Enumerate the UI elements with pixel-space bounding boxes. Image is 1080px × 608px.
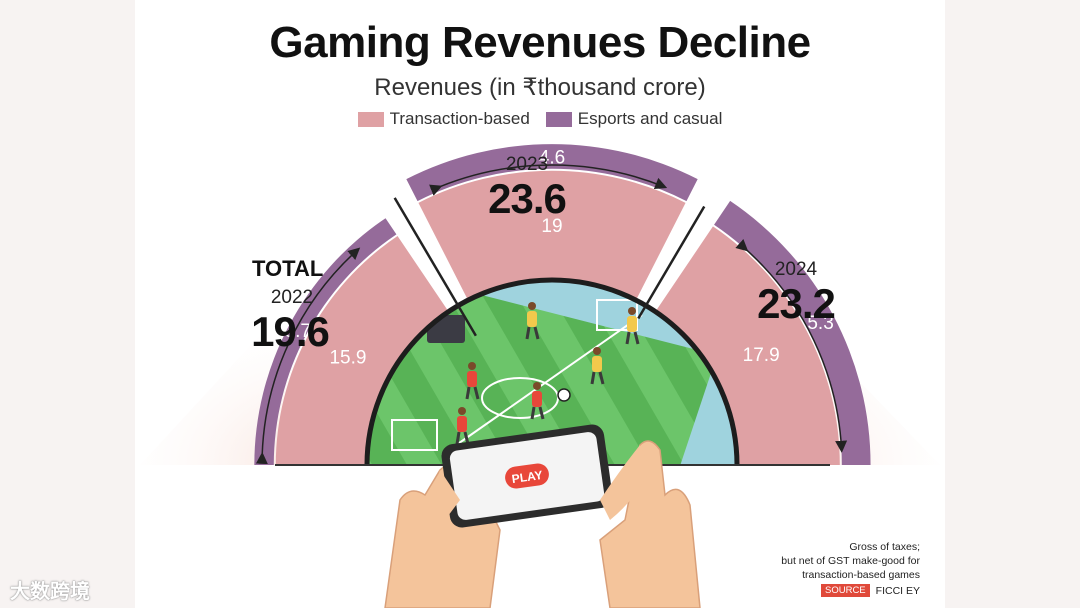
year-label-2022: 2022 (270, 287, 314, 308)
player-head-icon (528, 302, 536, 310)
player-leg-icon (525, 326, 531, 340)
player-icon (467, 371, 477, 387)
player-head-icon (628, 307, 636, 315)
player-leg-icon (590, 371, 596, 385)
player-icon (627, 316, 637, 332)
legend-label-transaction: Transaction-based (389, 109, 530, 128)
source: SOURCE FICCI EY (821, 584, 920, 597)
player-leg-icon (530, 406, 536, 420)
player-leg-icon (455, 431, 461, 445)
arrow-2023-icon (429, 164, 668, 196)
player-leg-icon (625, 331, 631, 345)
data-label-2024-transaction: 17.9 (743, 345, 780, 366)
legend-label-esports: Esports and casual (577, 109, 723, 128)
data-label-2022-transaction: 15.9 (329, 348, 366, 369)
player-head-icon (468, 362, 476, 370)
divider-line (637, 205, 706, 320)
goal-left-icon (391, 419, 438, 451)
arrow-2022-icon (255, 247, 361, 465)
data-label-2023-esports: 4.6 (539, 147, 565, 168)
total-value-2024: 23.2 (757, 280, 836, 327)
player-leg-icon (465, 386, 471, 400)
source-tag: SOURCE (821, 584, 870, 597)
right-thumb-icon (600, 445, 650, 520)
data-label-2022-esports: 3.7 (285, 321, 311, 342)
footnote-line: transaction-based games (802, 569, 920, 581)
player-icon (457, 416, 467, 432)
field-line (441, 314, 643, 456)
left-thumb-icon (436, 470, 460, 520)
data-label-2024-esports: 5.3 (807, 313, 833, 334)
player-leg-icon (633, 331, 640, 345)
footnote-line: but net of GST make-good for (781, 555, 920, 567)
data-label-2023-transaction: 19 (541, 216, 562, 237)
player-leg-icon (533, 326, 540, 340)
total-word: TOTAL (252, 256, 324, 281)
goal-right-icon (596, 299, 638, 331)
player-leg-icon (473, 386, 480, 400)
play-button-label: PLAY (511, 468, 544, 486)
watermark-logo: 大数跨境 (10, 581, 90, 603)
legend-item-transaction: Transaction-based (357, 109, 530, 129)
chart-title: Gaming Revenues Decline (269, 18, 811, 67)
total-value-2023: 23.6 (488, 175, 567, 222)
arrow-2024-icon (735, 239, 848, 453)
year-label-2024: 2024 (774, 259, 818, 280)
player-icon (592, 356, 602, 372)
source-text: FICCI EY (875, 584, 920, 597)
player-leg-icon (598, 371, 605, 385)
legend-swatch-esports (545, 111, 572, 127)
footnote-line: Gross of taxes; (849, 541, 920, 553)
player-leg-icon (538, 406, 545, 420)
ball-icon (557, 388, 571, 402)
total-value-2022: 19.6 (251, 308, 330, 355)
bar-2023-transaction (418, 170, 686, 300)
right-hand-icon (599, 440, 701, 608)
right-background-panel (945, 0, 1080, 608)
left-background-panel (0, 0, 135, 608)
play-button[interactable] (504, 462, 551, 490)
player-head-icon (458, 407, 466, 415)
year-label-2023: 2023 (505, 154, 549, 175)
legend-swatch-transaction (357, 111, 384, 127)
player-icon (527, 311, 537, 327)
phone-icon: PLAY (441, 424, 613, 528)
footnote: Gross of taxes; but net of GST make-good… (720, 540, 920, 582)
legend-item-esports: Esports and casual (545, 109, 723, 129)
bar-2023-esports (406, 144, 698, 202)
divider-line (393, 197, 477, 337)
player-head-icon (593, 347, 601, 355)
player-icon (532, 391, 542, 407)
player-head-icon (533, 382, 541, 390)
chart-subtitle: Revenues (in ₹thousand crore) (374, 74, 706, 101)
legend: Transaction-based Esports and casual (0, 109, 1080, 129)
field-rim (364, 277, 740, 466)
